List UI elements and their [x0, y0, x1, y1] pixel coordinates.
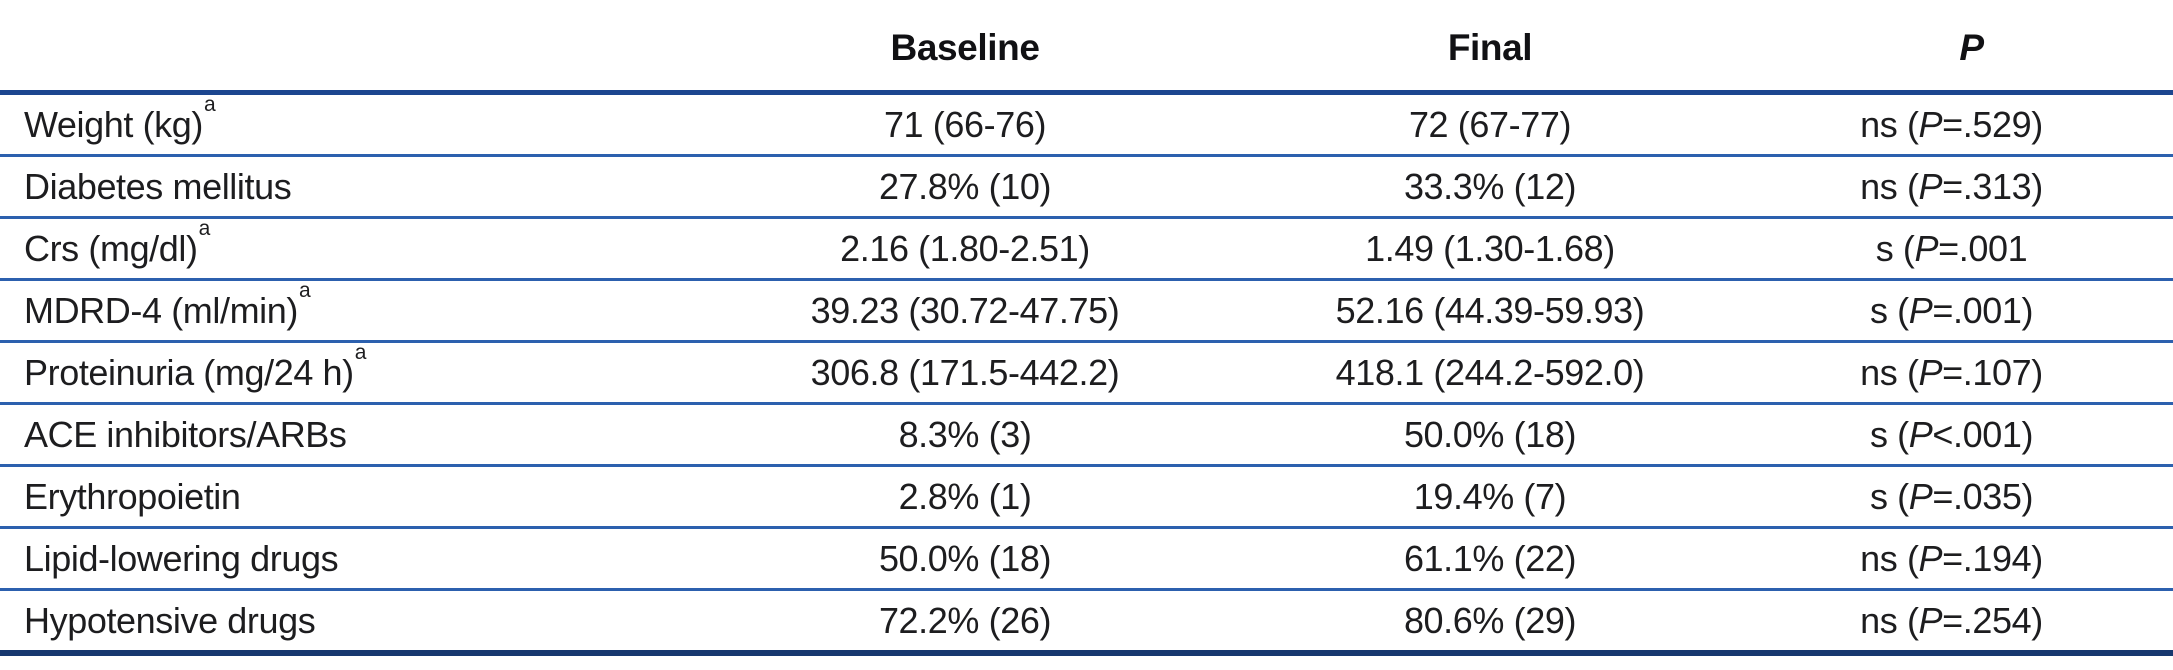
table-row: Proteinuria (mg/24 h)a 306.8 (171.5-442.… — [0, 340, 2173, 405]
p-text: =.107) — [1942, 351, 2043, 393]
baseline-value: 71 (66-76) — [720, 92, 1210, 157]
p-symbol: P — [1908, 475, 1933, 517]
final-value: 52.16 (44.39-59.93) — [1210, 279, 1770, 343]
row-label: Crs (mg/dl)a — [0, 216, 720, 281]
p-value: ns (P=.107) — [1770, 341, 2173, 405]
table-row: Erythropoietin 2.8% (1) 19.4% (7) s (P=.… — [0, 465, 2173, 529]
p-symbol: P — [1918, 103, 1943, 145]
baseline-value: 27.8% (10) — [720, 155, 1210, 219]
p-value: ns (P=.529) — [1770, 92, 2173, 157]
p-symbol: P — [1918, 599, 1943, 641]
row-label-text: Erythropoietin — [24, 475, 241, 517]
final-value: 1.49 (1.30-1.68) — [1210, 217, 1770, 281]
p-text: ns ( — [1860, 599, 1919, 641]
header-final: Final — [1210, 0, 1770, 95]
row-label: MDRD-4 (ml/min)a — [0, 278, 720, 343]
row-label-text: Proteinuria (mg/24 h) — [24, 351, 354, 393]
p-text: <.001) — [1932, 413, 2034, 455]
p-text: =.529) — [1942, 103, 2043, 145]
row-label-text: Hypotensive drugs — [24, 599, 316, 641]
p-value: s (P=.035) — [1770, 465, 2173, 529]
p-text: =.035) — [1932, 475, 2034, 517]
footnote-marker: a — [354, 340, 367, 364]
p-text: ns ( — [1860, 537, 1919, 579]
p-symbol: P — [1918, 165, 1943, 207]
baseline-value: 306.8 (171.5-442.2) — [720, 341, 1210, 405]
table-row: MDRD-4 (ml/min)a 39.23 (30.72-47.75) 52.… — [0, 278, 2173, 343]
baseline-value: 50.0% (18) — [720, 527, 1210, 591]
row-label: Erythropoietin — [0, 465, 720, 529]
p-text: =.254) — [1942, 599, 2043, 641]
footnote-marker: a — [298, 278, 311, 302]
p-text: =.001 — [1938, 227, 2028, 269]
row-label-text: MDRD-4 (ml/min) — [24, 289, 298, 331]
p-symbol: P — [1908, 413, 1933, 455]
header-baseline: Baseline — [720, 0, 1210, 95]
p-text: =.313) — [1942, 165, 2043, 207]
final-value: 72 (67-77) — [1210, 92, 1770, 157]
p-text: s ( — [1869, 475, 1909, 517]
row-label-text: Lipid-lowering drugs — [24, 537, 339, 579]
row-label: ACE inhibitors/ARBs — [0, 403, 720, 467]
baseline-value: 2.8% (1) — [720, 465, 1210, 529]
table-row: Lipid-lowering drugs 50.0% (18) 61.1% (2… — [0, 527, 2173, 591]
baseline-value: 39.23 (30.72-47.75) — [720, 279, 1210, 343]
final-value: 418.1 (244.2-592.0) — [1210, 341, 1770, 405]
p-text: s ( — [1869, 413, 1909, 455]
baseline-value: 2.16 (1.80-2.51) — [720, 217, 1210, 281]
p-value: s (P=.001 — [1770, 217, 2173, 281]
p-text: s ( — [1875, 227, 1915, 269]
table-row: Hypotensive drugs 72.2% (26) 80.6% (29) … — [0, 589, 2173, 656]
baseline-value: 72.2% (26) — [720, 589, 1210, 656]
header-empty-cell — [0, 0, 720, 95]
row-label-text: Diabetes mellitus — [24, 165, 292, 207]
row-label: Lipid-lowering drugs — [0, 527, 720, 591]
p-value: ns (P=.313) — [1770, 155, 2173, 219]
row-label: Weight (kg)a — [0, 92, 720, 157]
p-symbol: P — [1918, 351, 1943, 393]
p-text: ns ( — [1860, 103, 1919, 145]
final-value: 80.6% (29) — [1210, 589, 1770, 656]
p-text: ns ( — [1860, 351, 1919, 393]
row-label: Proteinuria (mg/24 h)a — [0, 340, 720, 405]
row-label-text: Crs (mg/dl) — [24, 227, 198, 269]
final-value: 33.3% (12) — [1210, 155, 1770, 219]
p-symbol: P — [1918, 537, 1943, 579]
p-text: =.194) — [1942, 537, 2043, 579]
p-text: =.001) — [1932, 289, 2034, 331]
baseline-value: 8.3% (3) — [720, 403, 1210, 467]
p-value: ns (P=.254) — [1770, 589, 2173, 656]
clinical-parameters-table: Baseline Final P Weight (kg)a 71 (66-76)… — [0, 0, 2173, 656]
final-value: 61.1% (22) — [1210, 527, 1770, 591]
row-label-text: ACE inhibitors/ARBs — [24, 413, 347, 455]
table-row: Crs (mg/dl)a 2.16 (1.80-2.51) 1.49 (1.30… — [0, 216, 2173, 281]
row-label: Diabetes mellitus — [0, 155, 720, 219]
footnote-marker: a — [198, 216, 211, 240]
footnote-marker: a — [204, 92, 216, 116]
table-row: ACE inhibitors/ARBs 8.3% (3) 50.0% (18) … — [0, 403, 2173, 467]
p-header-label: P — [1959, 27, 1984, 68]
p-value: s (P<.001) — [1770, 403, 2173, 467]
table-row: Diabetes mellitus 27.8% (10) 33.3% (12) … — [0, 155, 2173, 219]
final-value: 50.0% (18) — [1210, 403, 1770, 467]
table-header-row: Baseline Final P — [0, 0, 2173, 95]
row-label-text: Weight (kg) — [24, 103, 203, 145]
p-value: s (P=.001) — [1770, 279, 2173, 343]
p-symbol: P — [1914, 227, 1939, 269]
p-text: s ( — [1869, 289, 1909, 331]
p-value: ns (P=.194) — [1770, 527, 2173, 591]
p-text: ns ( — [1860, 165, 1919, 207]
header-p: P — [1770, 0, 2173, 95]
final-value: 19.4% (7) — [1210, 465, 1770, 529]
row-label: Hypotensive drugs — [0, 589, 720, 656]
table-row: Weight (kg)a 71 (66-76) 72 (67-77) ns (P… — [0, 92, 2173, 157]
p-symbol: P — [1908, 289, 1933, 331]
